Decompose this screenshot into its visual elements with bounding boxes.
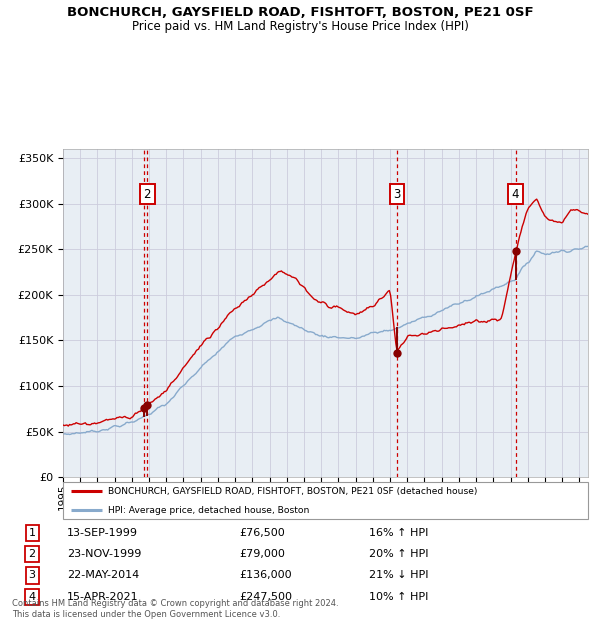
Text: 16% ↑ HPI: 16% ↑ HPI <box>369 528 428 538</box>
Text: 23-NOV-1999: 23-NOV-1999 <box>67 549 141 559</box>
Text: Contains HM Land Registry data © Crown copyright and database right 2024.
This d: Contains HM Land Registry data © Crown c… <box>12 600 338 619</box>
Text: 13-SEP-1999: 13-SEP-1999 <box>67 528 138 538</box>
Text: 3: 3 <box>29 570 35 580</box>
Text: BONCHURCH, GAYSFIELD ROAD, FISHTOFT, BOSTON, PE21 0SF: BONCHURCH, GAYSFIELD ROAD, FISHTOFT, BOS… <box>67 6 533 19</box>
Text: 15-APR-2021: 15-APR-2021 <box>67 591 139 601</box>
Text: £79,000: £79,000 <box>239 549 286 559</box>
Text: 21% ↓ HPI: 21% ↓ HPI <box>369 570 428 580</box>
FancyBboxPatch shape <box>63 482 588 519</box>
Text: 20% ↑ HPI: 20% ↑ HPI <box>369 549 428 559</box>
Text: 2: 2 <box>29 549 36 559</box>
Text: 3: 3 <box>393 188 400 201</box>
Text: £247,500: £247,500 <box>239 591 293 601</box>
Text: BONCHURCH, GAYSFIELD ROAD, FISHTOFT, BOSTON, PE21 0SF (detached house): BONCHURCH, GAYSFIELD ROAD, FISHTOFT, BOS… <box>107 487 477 496</box>
Text: Price paid vs. HM Land Registry's House Price Index (HPI): Price paid vs. HM Land Registry's House … <box>131 20 469 33</box>
Text: 10% ↑ HPI: 10% ↑ HPI <box>369 591 428 601</box>
Text: 22-MAY-2014: 22-MAY-2014 <box>67 570 139 580</box>
Text: 1: 1 <box>29 528 35 538</box>
Text: 4: 4 <box>512 188 519 201</box>
Text: 2: 2 <box>143 188 151 201</box>
Text: £76,500: £76,500 <box>239 528 285 538</box>
Text: 4: 4 <box>29 591 36 601</box>
Text: HPI: Average price, detached house, Boston: HPI: Average price, detached house, Bost… <box>107 505 309 515</box>
Text: £136,000: £136,000 <box>239 570 292 580</box>
